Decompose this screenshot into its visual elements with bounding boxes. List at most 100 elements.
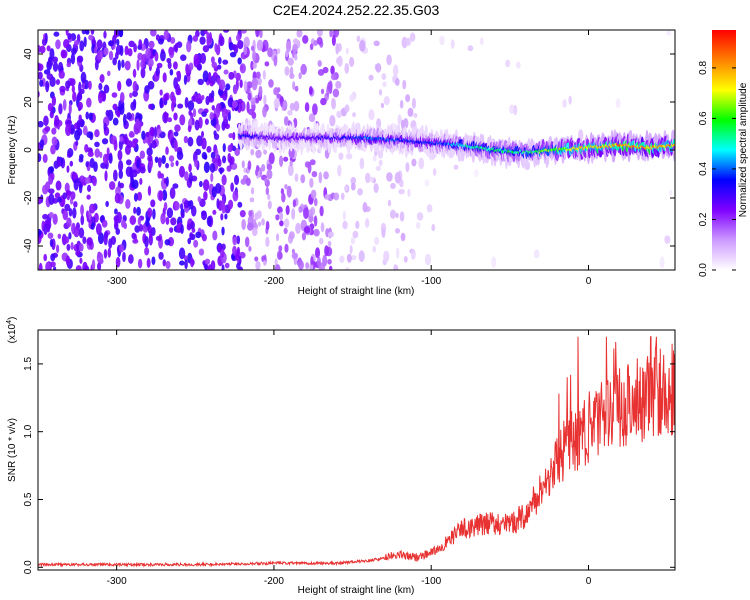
heatmap-cell [43,115,49,127]
heatmap-cell [264,61,270,67]
heatmap-cell [405,38,410,46]
heatmap-cell [153,126,158,139]
heatmap-cell [178,247,186,260]
heatmap-cell [44,32,48,44]
heatmap-cell [65,119,73,126]
heatmap-cell [356,35,361,43]
heatmap-cell [247,92,252,101]
heatmap-cell [140,67,146,79]
heatmap-cell [568,95,572,105]
heatmap-cell [418,157,425,170]
x-tick-label: -300 [107,576,127,587]
heatmap-cell [48,193,55,206]
x-tick-label: 0 [586,576,592,587]
heatmap-cell [374,236,380,246]
heatmap-cell [43,69,51,75]
heatmap-cell [172,183,179,189]
heatmap-cell [301,232,307,241]
heatmap-cell [291,208,296,220]
heatmap-cell [399,100,404,109]
y-tick-label: 1.0 [23,424,34,438]
heatmap-cell [173,112,178,121]
heatmap-cell [221,264,225,270]
heatmap-cell [336,56,342,65]
heatmap-cell [378,159,383,167]
heatmap-cell [114,208,118,215]
heatmap-cell [217,57,222,65]
heatmap-cell [281,192,286,203]
heatmap-cell [67,148,74,158]
heatmap-cell [88,112,93,121]
heatmap-cell [63,39,70,49]
heatmap-cell [373,40,380,47]
heatmap-cell [45,261,51,270]
heatmap-cell [323,171,329,180]
heatmap-cell [350,237,356,245]
heatmap-cell [327,231,335,238]
heatmap-cell [168,46,174,56]
heatmap-cell [72,91,77,102]
heatmap-cell [350,182,356,191]
heatmap-cell [362,202,368,213]
heatmap-cell [319,205,324,217]
heatmap-cell [251,227,258,237]
heatmap-cell [318,171,323,184]
heatmap-cell [295,222,301,235]
heatmap-cell [73,178,79,191]
heatmap-cell [170,217,177,226]
heatmap-cell [47,103,54,112]
heatmap-cell [369,176,374,183]
heatmap-cell [387,199,392,207]
heatmap-cell [415,221,421,230]
heatmap-cell [166,57,172,64]
heatmap-cell [138,224,144,232]
heatmap-cell [173,139,178,152]
heatmap-cell [221,108,229,120]
heatmap-cell [129,92,133,99]
heatmap-cell [368,109,375,121]
heatmap-cell [562,99,567,108]
heatmap-cell [224,262,230,269]
heatmap-cell [282,99,288,111]
heatmap-cell [410,248,416,260]
colorbar-tick-label: 0.4 [698,162,709,176]
heatmap-cell [239,266,244,270]
heatmap-cell [314,197,318,207]
heatmap-cell [204,118,209,126]
heatmap-cell [66,217,72,228]
heatmap-cell [197,93,202,102]
heatmap-cell [139,150,146,159]
spectrogram-y-ticks: -40 -20 0 20 40 [23,48,675,253]
heatmap-cell [251,77,259,87]
heatmap-cell [229,156,235,165]
heatmap-cell [286,185,292,198]
heatmap-cell [173,131,179,137]
heatmap-cell [283,116,289,126]
heatmap-cell [187,100,195,111]
heatmap-cell [210,56,215,64]
heatmap-cell [193,53,200,65]
heatmap-cell [183,74,188,86]
heatmap-cell [118,139,123,151]
heatmap-cell [129,215,137,226]
heatmap-cell [258,85,263,98]
heatmap-cell [227,144,233,153]
heatmap-cell [238,255,242,266]
heatmap-cell [162,72,167,83]
heatmap-cell [91,259,96,270]
heatmap-cell [294,173,299,182]
y-tick-label: 0.0 [23,560,34,574]
heatmap-cell [78,243,84,252]
heatmap-cell [60,49,68,59]
heatmap-cell [99,151,103,159]
heatmap-cell [350,255,357,261]
heatmap-cell [89,158,95,169]
heatmap-cell [247,108,255,116]
heatmap-cell [289,160,293,167]
heatmap-cell [54,114,60,127]
heatmap-cell [308,113,316,123]
heatmap-cell [232,131,236,141]
heatmap-cell [57,233,62,239]
heatmap-cell [154,156,159,163]
heatmap-cell [198,180,203,188]
